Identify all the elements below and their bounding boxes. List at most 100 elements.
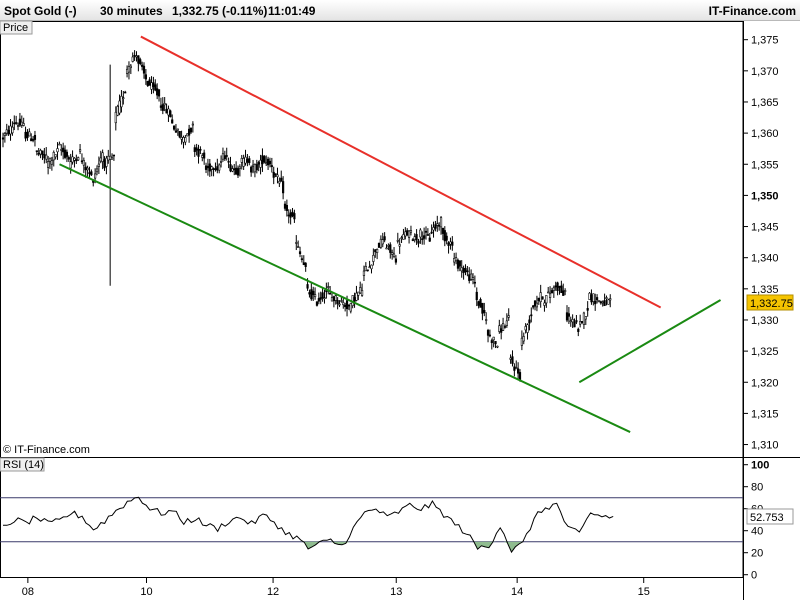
candle-body (242, 158, 245, 167)
candle-body (268, 160, 272, 165)
price-tick-label: 1,315 (751, 408, 779, 420)
candle-body (528, 319, 531, 324)
candle-body (428, 237, 431, 242)
candle-body (313, 294, 317, 298)
candle-body (562, 290, 565, 296)
candle-body (407, 230, 411, 238)
candle-body (588, 292, 591, 300)
support-trendline (578, 299, 722, 384)
candle-body (80, 160, 84, 163)
candle-body (15, 122, 18, 124)
candle-body (116, 106, 119, 116)
candle-body (270, 165, 273, 167)
candle-body (370, 264, 373, 270)
candle-body (595, 297, 599, 301)
candle-body (31, 139, 35, 141)
candle-body (327, 286, 330, 288)
candle-body (473, 281, 476, 284)
candle-body (481, 302, 484, 314)
candle-body (26, 131, 29, 138)
candle-body (47, 161, 50, 168)
candlestick-series (1, 50, 612, 382)
candle-body (236, 168, 240, 176)
candle-body (90, 171, 93, 176)
candle-body (396, 239, 399, 242)
candle-body (295, 242, 298, 244)
candle-body (188, 128, 191, 136)
quote-time: 11:01:49 (268, 4, 316, 18)
candle-body (569, 320, 572, 323)
candle-body (360, 290, 364, 296)
candle-body (601, 301, 604, 304)
candle-body (298, 251, 302, 255)
candle-body (297, 246, 300, 248)
candle-body (109, 155, 112, 160)
candle-body (180, 137, 183, 140)
candle-body (67, 157, 70, 160)
candle-body (216, 166, 219, 171)
candle-body (263, 156, 266, 163)
candle-body (125, 68, 129, 74)
candle-body (340, 300, 343, 302)
candle-body (453, 258, 456, 263)
candle-body (99, 157, 102, 162)
chart-frame (0, 21, 800, 600)
candle-body (447, 242, 450, 246)
candle-body (424, 230, 428, 233)
candle-body (223, 155, 226, 160)
candle-body (580, 321, 584, 324)
last-rsi-badge: 52.753 (746, 508, 794, 525)
candle-body (565, 312, 569, 321)
candle-body (413, 236, 416, 241)
candle-body (88, 172, 91, 174)
price-tick-label: 1,325 (751, 346, 779, 358)
candle-body (169, 110, 172, 118)
candle-body (573, 321, 576, 328)
candle-body (28, 131, 31, 137)
candle-body (182, 137, 185, 143)
candle-body (257, 162, 260, 165)
candle-body (172, 125, 176, 130)
candle-body (441, 227, 445, 234)
candle-body (394, 258, 398, 263)
candle-body (157, 89, 161, 97)
candle-body (86, 167, 89, 171)
candle-body (212, 168, 215, 170)
rsi-oversold-fill (3, 541, 614, 553)
price-tick-label: 1,345 (751, 222, 779, 234)
candle-body (78, 149, 82, 152)
candle-body (603, 300, 606, 306)
candle-body (535, 302, 539, 308)
candle-body (235, 167, 238, 175)
instrument-name: Spot Gold (-) (4, 4, 77, 18)
candle-body (176, 128, 179, 131)
price-panel-labels: Price © IT-Finance.com (0, 20, 90, 456)
candle-body (272, 171, 275, 178)
candle-body (392, 253, 396, 257)
price-tick-label: 1,310 (751, 440, 779, 452)
candle-body (488, 334, 492, 337)
time-tick-label: 15 (638, 586, 650, 598)
candle-body (522, 336, 525, 342)
candle-body (500, 328, 503, 333)
candle-body (231, 168, 234, 172)
price-panel-label: Price (3, 22, 28, 34)
brand-name: IT-Finance.com (708, 4, 796, 18)
candle-body (58, 143, 61, 146)
candle-body (372, 255, 375, 262)
candle-body (276, 174, 279, 178)
rsi-tick-label: 0 (751, 570, 757, 582)
candle-body (458, 260, 461, 267)
candle-body (537, 297, 540, 301)
candle-body (443, 230, 446, 242)
candle-body (24, 131, 27, 139)
candle-body (3, 133, 6, 136)
candle-body (184, 137, 187, 143)
candle-body (366, 269, 369, 272)
candle-body (244, 156, 247, 164)
candle-body (56, 148, 59, 153)
candle-body (114, 111, 117, 124)
candle-body (285, 205, 288, 211)
candle-body (208, 163, 211, 172)
